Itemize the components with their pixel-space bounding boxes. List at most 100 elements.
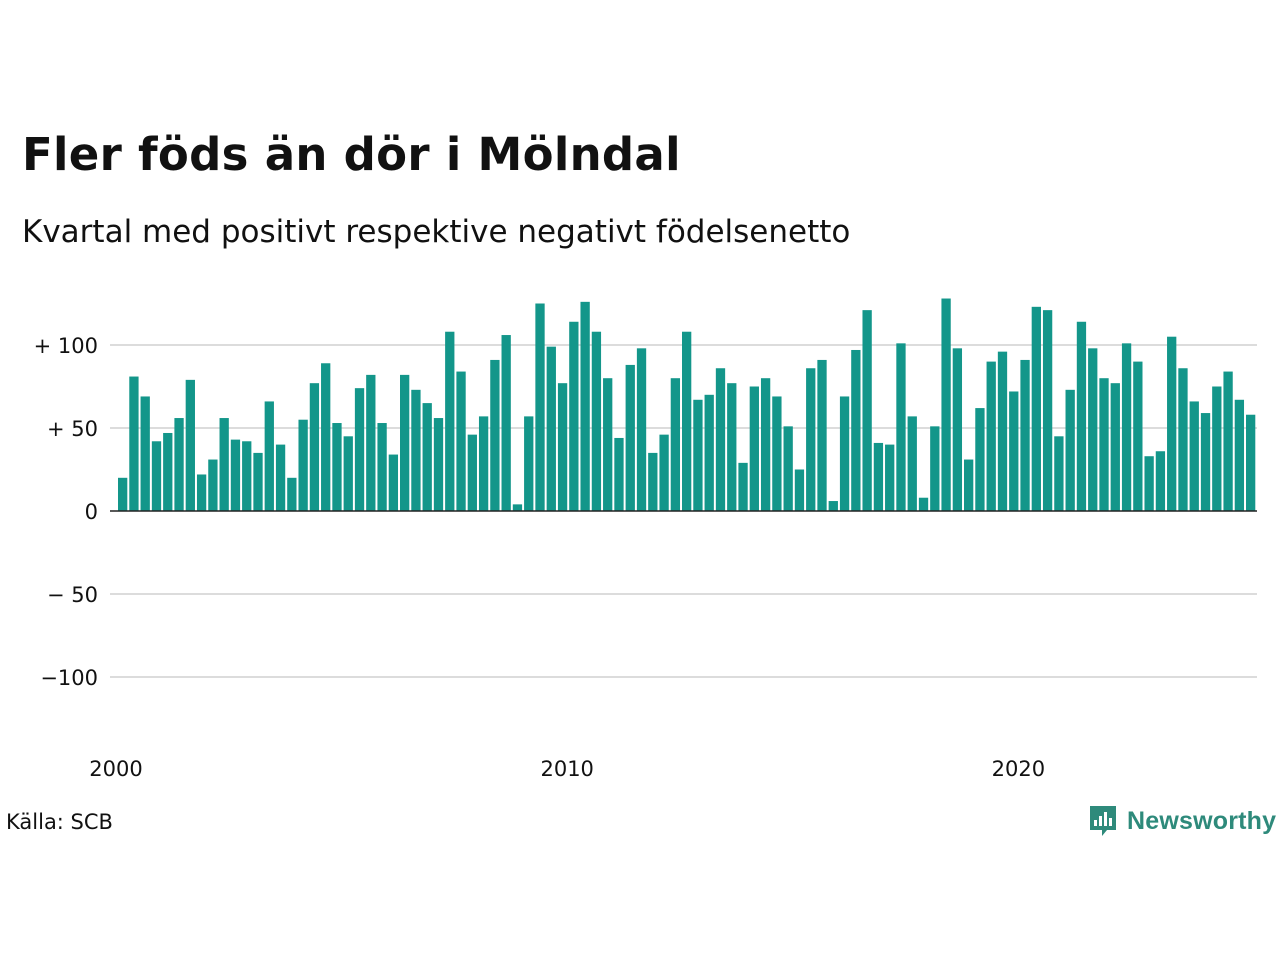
bar (952, 348, 963, 511)
bar (501, 335, 511, 511)
bar (1212, 386, 1222, 511)
bar (354, 388, 365, 511)
bar (163, 432, 173, 511)
bar (388, 454, 399, 511)
bar (885, 444, 895, 511)
bar (1020, 359, 1030, 511)
bar (456, 371, 466, 511)
bar (625, 364, 635, 511)
bar (343, 436, 353, 511)
bar (1076, 321, 1087, 511)
bar-chart: + 100 + 50 0 − 50 −100 2000 2010 2020 (34, 298, 1257, 781)
bar (975, 408, 985, 511)
bar (400, 374, 410, 511)
bar (648, 452, 658, 511)
bar (772, 396, 782, 511)
bar (129, 376, 139, 511)
bar (140, 396, 150, 511)
x-tick-label: 2000 (89, 757, 142, 781)
bar (422, 403, 432, 511)
newsworthy-logo-icon (1090, 806, 1116, 836)
bar (851, 349, 861, 511)
bar (670, 378, 681, 511)
bar (1223, 371, 1233, 511)
bar (569, 321, 579, 511)
bar (557, 383, 568, 511)
bar (1088, 348, 1098, 511)
bar (253, 452, 263, 511)
bar (828, 501, 838, 511)
bar (941, 298, 951, 511)
bar (174, 418, 184, 511)
bar (377, 423, 387, 511)
bar (964, 459, 974, 511)
y-tick-label: + 100 (34, 334, 98, 358)
bar (230, 439, 241, 511)
bar (749, 386, 759, 511)
bar (242, 441, 252, 511)
bar (535, 303, 545, 511)
bar (546, 346, 556, 511)
bar (478, 416, 489, 511)
bar (896, 343, 906, 511)
bar (411, 389, 421, 511)
bar (1065, 389, 1075, 511)
bar (693, 399, 703, 511)
bar (1121, 343, 1132, 511)
chart-subtitle: Kvartal med positivt respektive negativt… (22, 214, 851, 250)
bar (636, 348, 647, 511)
bar (433, 418, 444, 511)
bar (862, 310, 872, 511)
bar (907, 416, 917, 511)
bar (997, 351, 1008, 511)
bar (467, 434, 477, 511)
bar (512, 504, 523, 511)
x-tick-label: 2010 (540, 757, 593, 781)
bar (1144, 456, 1154, 511)
bar (1031, 306, 1041, 511)
bar (208, 459, 218, 511)
bar (118, 477, 128, 511)
bar (591, 331, 602, 511)
bar (490, 359, 500, 511)
bar (219, 418, 229, 511)
bar (1042, 310, 1053, 511)
y-tick-label: −100 (40, 666, 98, 690)
bar (264, 401, 274, 511)
bar (930, 426, 940, 511)
bar (727, 383, 737, 511)
bar (1178, 368, 1188, 511)
bar (1189, 401, 1199, 511)
bar (794, 469, 805, 511)
y-tick-label: 0 (85, 500, 98, 524)
bar (1009, 391, 1019, 511)
bar (366, 374, 376, 511)
bar (309, 383, 320, 511)
bar (580, 301, 590, 511)
bar (614, 437, 624, 511)
bar (287, 477, 297, 511)
bar (1167, 336, 1177, 511)
bar (1155, 451, 1166, 511)
bar (682, 331, 692, 511)
bar (1133, 361, 1143, 511)
bar (715, 368, 726, 511)
bar (1054, 436, 1064, 511)
bar (817, 359, 827, 511)
bar (185, 379, 195, 511)
bar (659, 434, 669, 511)
brand-name: Newsworthy (1127, 806, 1277, 835)
brand-logo[interactable]: Newsworthy (1088, 804, 1276, 838)
bar (1099, 378, 1109, 511)
y-tick-label: − 50 (47, 583, 98, 607)
bar (275, 444, 286, 511)
bar (196, 474, 207, 511)
y-tick-label: + 50 (47, 417, 98, 441)
bar (603, 378, 613, 511)
bar (1200, 413, 1211, 511)
bar (806, 368, 816, 511)
bar (1246, 414, 1256, 511)
axes: + 100 + 50 0 − 50 −100 2000 2010 2020 (34, 334, 1257, 781)
bar (332, 423, 342, 511)
bars (118, 298, 1256, 511)
